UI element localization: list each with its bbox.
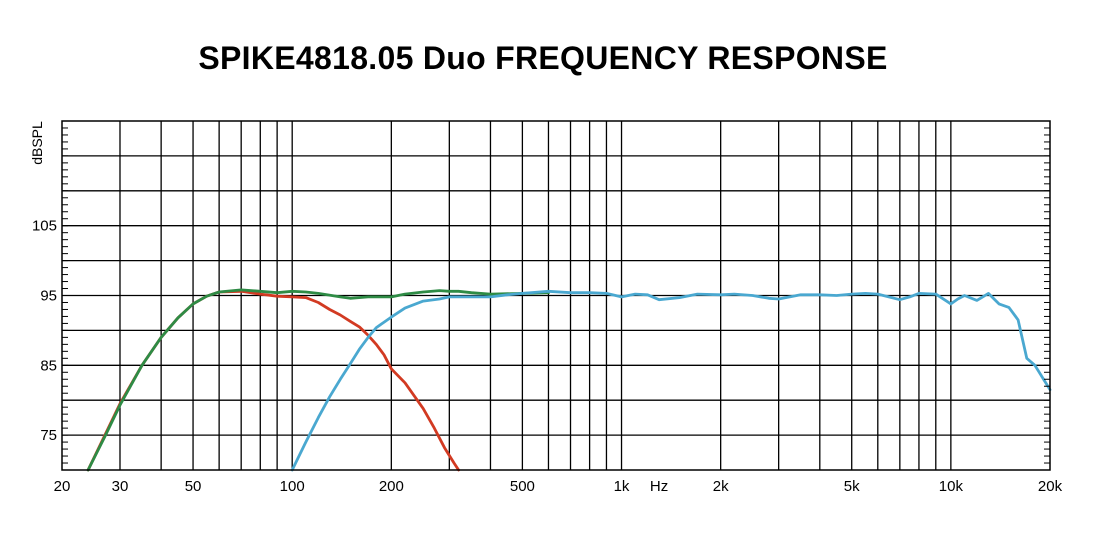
x-tick-label: 1k bbox=[614, 478, 630, 495]
y-axis-label: dBSPL bbox=[29, 121, 45, 165]
x-tick-label: 50 bbox=[185, 478, 202, 495]
x-tick-label: 20k bbox=[1038, 478, 1063, 495]
x-tick-label: 30 bbox=[112, 478, 129, 495]
x-tick-label: 5k bbox=[844, 478, 860, 495]
x-tick-label: 500 bbox=[510, 478, 535, 495]
y-tick-label: 75 bbox=[40, 427, 57, 444]
series-line-2 bbox=[86, 288, 550, 472]
y-tick-label: 105 bbox=[32, 218, 57, 235]
y-minor-ticks bbox=[62, 127, 1050, 464]
x-axis-label: Hz bbox=[650, 478, 668, 495]
chart-title: SPIKE4818.05 Duo FREQUENCY RESPONSE bbox=[198, 40, 888, 76]
x-tick-label: 200 bbox=[379, 478, 404, 495]
series-lines bbox=[86, 288, 1052, 472]
y-tick-label: 85 bbox=[40, 357, 57, 374]
x-tick-label: 100 bbox=[280, 478, 305, 495]
x-tick-label: 2k bbox=[713, 478, 729, 495]
series-line-1 bbox=[86, 289, 461, 472]
y-tick-labels: 75 85 95 105 bbox=[32, 218, 57, 444]
x-tick-label: 10k bbox=[939, 478, 964, 495]
y-tick-label: 95 bbox=[40, 288, 57, 305]
x-tick-label: 20 bbox=[54, 478, 71, 495]
series-line-3 bbox=[290, 289, 1052, 472]
x-tick-labels: 20 30 50 100 200 500 1k 2k 5k 10k 20k bbox=[54, 478, 1063, 495]
